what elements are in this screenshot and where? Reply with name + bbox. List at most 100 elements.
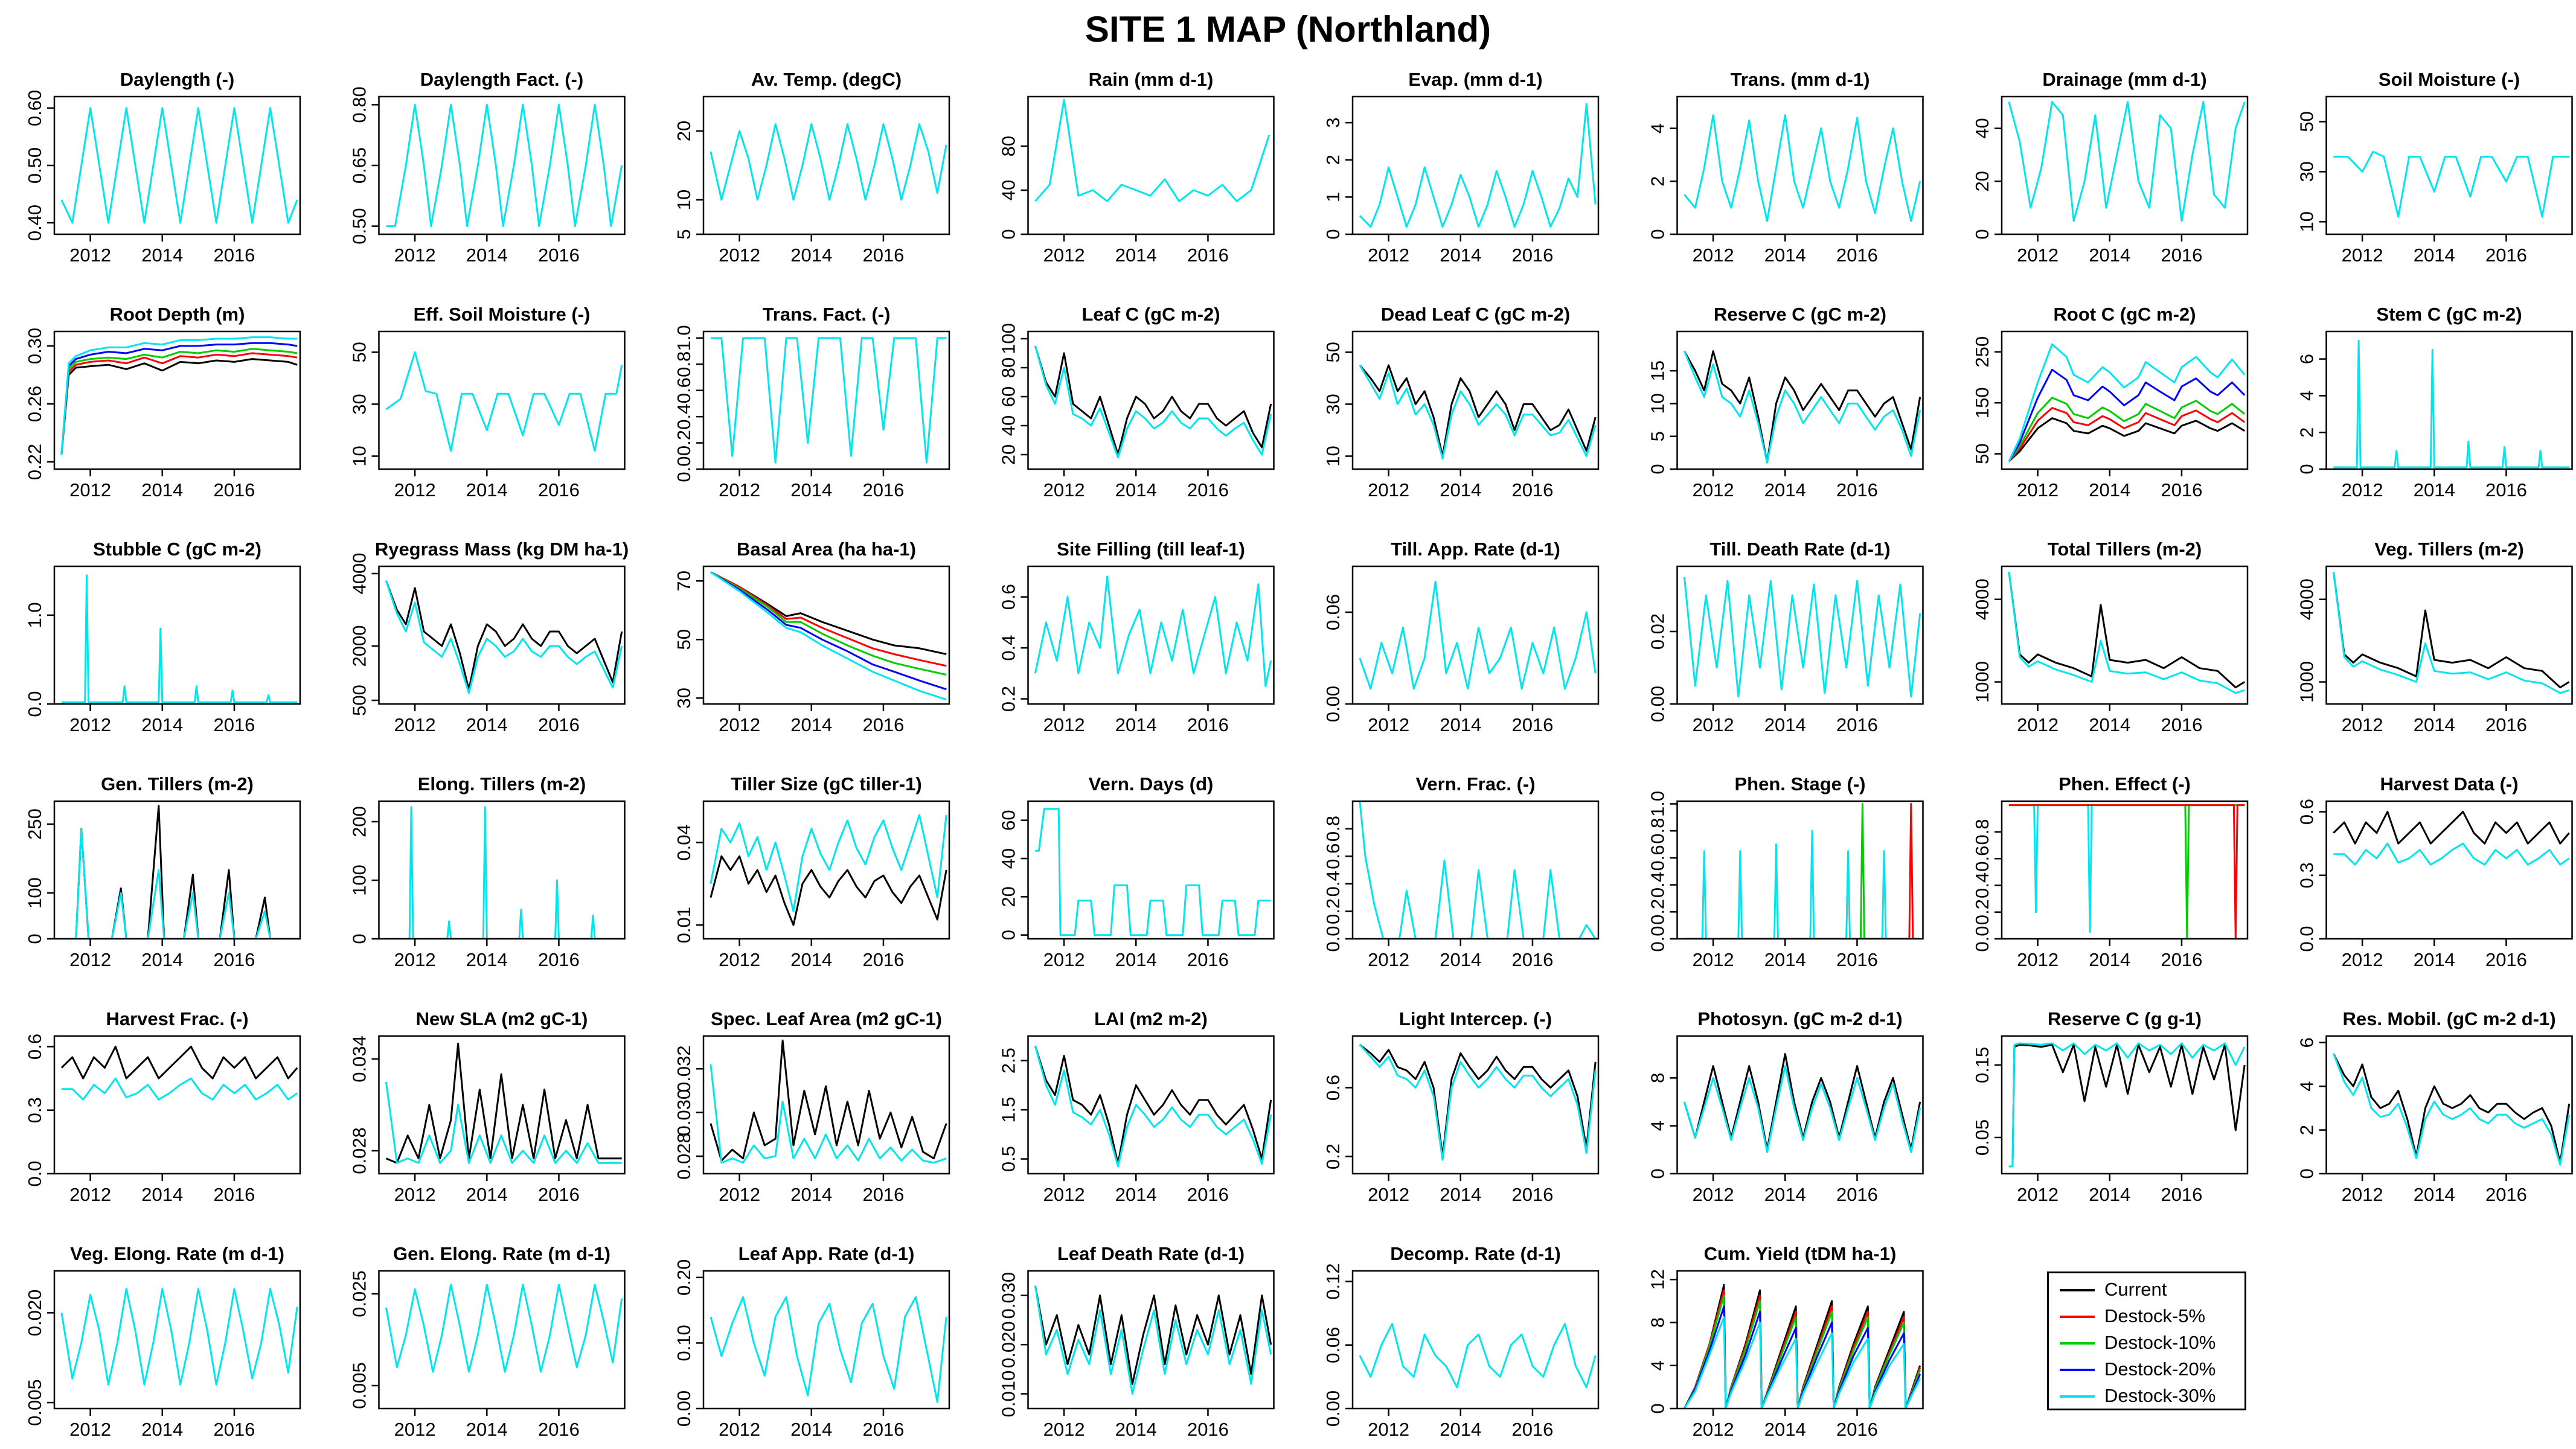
panel-title: Site Filling (till leaf-1) bbox=[1057, 539, 1245, 560]
x-tick-label: 2012 bbox=[1043, 479, 1085, 501]
series-line-current bbox=[60, 1046, 298, 1080]
panel-leaf-app-rate-d-1: Leaf App. Rate (d-1) 2012 2014 2016 0.00 0.10… bbox=[673, 1243, 950, 1440]
y-tick-label: 20 bbox=[998, 444, 1019, 465]
series-line-destock-10 bbox=[2008, 804, 2245, 939]
panel-frame bbox=[1676, 565, 1924, 705]
y-tick-label: 0.4 bbox=[998, 635, 1019, 661]
panel-title: Eff. Soil Moisture (-) bbox=[414, 304, 591, 325]
panel-series bbox=[1684, 803, 1920, 939]
panel-title: Trans. Fact. (-) bbox=[763, 304, 891, 325]
series-line-current bbox=[1684, 350, 1921, 464]
panel-leaf-death-rate-d-1: Leaf Death Rate (d-1) 2012 2014 2016 0.010 0.… bbox=[998, 1243, 1275, 1440]
series-line-destock-5 bbox=[1684, 803, 1920, 939]
y-tick-label: 0.4 bbox=[1647, 872, 1668, 898]
x-tick-label: 2012 bbox=[2342, 714, 2383, 735]
y-tick-label: 0.2 bbox=[1322, 898, 1344, 924]
panel-till-death-rate-d-1: Till. Death Rate (d-1) 2012 2014 2016 0.00 0.… bbox=[1647, 539, 1924, 735]
panel-series bbox=[2333, 339, 2569, 469]
y-tick-label: 0.0 bbox=[24, 691, 45, 717]
x-tick-label: 2016 bbox=[2485, 949, 2527, 970]
legend-item-destock-30: Destock-30% bbox=[2049, 1384, 2244, 1407]
x-tick-label: 2014 bbox=[2414, 245, 2455, 266]
panel-title: Harvest Data (-) bbox=[2380, 773, 2518, 795]
series-line-destock-30 bbox=[2333, 150, 2569, 218]
panel-phen-stage: Phen. Stage (-) 2012 2014 2016 0.00.20.40.60… bbox=[1647, 773, 1924, 970]
x-tick-label: 2012 bbox=[1693, 1184, 1734, 1205]
y-tick-label: 200 bbox=[349, 806, 370, 837]
panel-title: Stubble C (gC m-2) bbox=[93, 539, 261, 560]
series-line-destock-30 bbox=[60, 1288, 298, 1386]
x-tick-label: 2014 bbox=[466, 1184, 508, 1205]
panel-daylength-fact: Daylength Fact. (-) 2012 2014 2016 0.50 0.65 0… bbox=[349, 69, 626, 266]
panel-title: Gen. Tillers (m-2) bbox=[101, 773, 254, 795]
panel-evap-mm-d-1: Evap. (mm d-1) 2012 2014 2016 0 1 2 3 bbox=[1322, 69, 1600, 266]
y-tick-label: 4000 bbox=[2296, 578, 2318, 620]
x-tick-label: 2014 bbox=[466, 479, 508, 501]
legend-item-destock-10: Destock-10% bbox=[2049, 1331, 2244, 1354]
x-tick-label: 2016 bbox=[1511, 949, 1553, 970]
panel-series bbox=[2332, 571, 2570, 694]
panel-title: Leaf C (gC m-2) bbox=[1081, 304, 1220, 325]
x-tick-label: 2016 bbox=[213, 1184, 255, 1205]
panel-title: Dead Leaf C (gC m-2) bbox=[1381, 304, 1570, 325]
y-tick-label: 0.032 bbox=[673, 1045, 694, 1092]
panel-series bbox=[710, 571, 947, 701]
y-tick-label: 2 bbox=[2296, 1125, 2318, 1135]
panel-series bbox=[1359, 580, 1597, 690]
panel-series bbox=[2333, 811, 2570, 866]
panel-trans-mm-d-1: Trans. (mm d-1) 2012 2014 2016 0 2 4 bbox=[1647, 69, 1924, 266]
panel-av-temp-degc: Av. Temp. (degC) 2012 2014 2016 5 10 20 bbox=[673, 69, 950, 266]
series-line-destock-30 bbox=[1359, 365, 1597, 460]
panel-frame bbox=[1676, 95, 1924, 235]
panel-title: Harvest Frac. (-) bbox=[106, 1008, 248, 1029]
y-tick-label: 4 bbox=[2296, 391, 2318, 401]
x-tick-label: 2012 bbox=[1693, 479, 1734, 501]
y-tick-label: 50 bbox=[1322, 342, 1344, 362]
series-line-destock-30 bbox=[1034, 99, 1270, 202]
series-line-current bbox=[1034, 1285, 1272, 1385]
panel-series bbox=[2008, 804, 2245, 939]
series-line-destock-30 bbox=[1359, 1323, 1597, 1389]
legend-item-destock-20: Destock-20% bbox=[2049, 1358, 2244, 1381]
x-tick-label: 2012 bbox=[394, 479, 436, 501]
series-line-destock-30 bbox=[710, 123, 947, 201]
panel-ryegrass-mass-kg-dm-ha-1: Ryegrass Mass (kg DM ha-1) 2012 2014 2016 50… bbox=[349, 539, 629, 735]
panel-decomp-rate-d-1: Decomp. Rate (d-1) 2012 2014 2016 0.00 0.06 0.… bbox=[1322, 1243, 1600, 1440]
x-tick-label: 2014 bbox=[1440, 245, 1481, 266]
series-line-destock-30 bbox=[61, 828, 298, 939]
y-tick-label: 20 bbox=[1972, 171, 1993, 191]
panel-vern-frac: Vern. Frac. (-) 2012 2014 2016 0.00.20.40.60… bbox=[1322, 773, 1600, 970]
x-tick-label: 2014 bbox=[1440, 1184, 1481, 1205]
panel-title: Light Intercep. (-) bbox=[1399, 1008, 1552, 1029]
y-tick-label: 0.50 bbox=[24, 147, 45, 184]
panel-series bbox=[385, 580, 623, 694]
x-tick-label: 2016 bbox=[538, 1184, 580, 1205]
panel-title: Daylength (-) bbox=[120, 69, 234, 90]
panel-series bbox=[61, 805, 298, 939]
x-tick-label: 2012 bbox=[1693, 949, 1734, 970]
series-line-current bbox=[1359, 1044, 1597, 1157]
panel-series bbox=[710, 814, 947, 926]
x-tick-label: 2016 bbox=[538, 479, 580, 501]
panel-title: Photosyn. (gC m-2 d-1) bbox=[1697, 1008, 1902, 1029]
y-tick-label: 0.50 bbox=[349, 208, 370, 244]
y-tick-label: 0.4 bbox=[1322, 871, 1344, 897]
y-tick-label: 0 bbox=[1647, 229, 1668, 239]
y-tick-label: 0.6 bbox=[673, 377, 694, 403]
panel-frame bbox=[1351, 1270, 1600, 1410]
x-tick-label: 2016 bbox=[538, 245, 580, 266]
series-line-destock-30 bbox=[2008, 804, 2245, 933]
x-tick-label: 2014 bbox=[141, 1419, 183, 1440]
legend-swatch-destock-20 bbox=[2060, 1369, 2095, 1371]
y-tick-label: 80 bbox=[998, 136, 1019, 156]
panel-basal-area-ha-ha-1: Basal Area (ha ha-1) 2012 2014 2016 30 50 70 bbox=[673, 539, 950, 735]
panel-title: Root Depth (m) bbox=[110, 304, 245, 325]
x-tick-label: 2016 bbox=[1511, 245, 1553, 266]
x-tick-label: 2016 bbox=[538, 949, 580, 970]
panel-veg-elong-rate-m-d-1: Veg. Elong. Rate (m d-1) 2012 2014 2016 0.00… bbox=[24, 1243, 301, 1440]
x-tick-label: 2012 bbox=[69, 1419, 111, 1440]
x-tick-label: 2016 bbox=[1511, 1184, 1553, 1205]
series-line-destock-30 bbox=[1359, 580, 1597, 690]
x-tick-label: 2012 bbox=[1693, 714, 1734, 735]
panel-spec-leaf-area-m2-gc-1: Spec. Leaf Area (m2 gC-1) 2012 2014 2016 0.0… bbox=[673, 1008, 950, 1205]
